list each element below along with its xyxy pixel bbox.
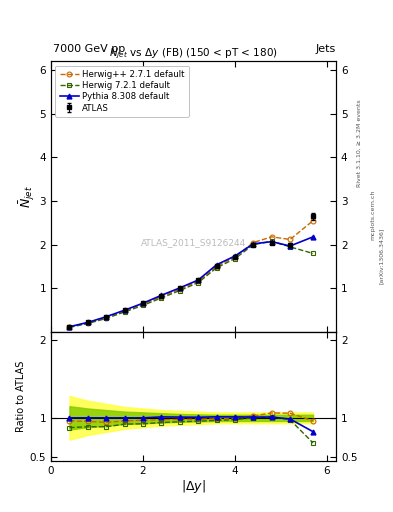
Pythia 8.308 default xyxy=(251,241,256,247)
Text: Rivet 3.1.10, ≥ 3.2M events: Rivet 3.1.10, ≥ 3.2M events xyxy=(356,99,361,187)
Herwig++ 2.7.1 default xyxy=(251,240,256,246)
Herwig++ 2.7.1 default xyxy=(122,308,127,314)
Pythia 8.308 default xyxy=(141,300,145,306)
Title: $N_{jet}$ vs $\Delta y$ (FB) (150 < pT < 180): $N_{jet}$ vs $\Delta y$ (FB) (150 < pT <… xyxy=(109,47,278,61)
Pythia 8.308 default xyxy=(86,319,90,326)
Herwig 7.2.1 default xyxy=(196,280,200,286)
X-axis label: $|\Delta y|$: $|\Delta y|$ xyxy=(181,478,206,496)
Pythia 8.308 default xyxy=(269,239,274,245)
Pythia 8.308 default xyxy=(67,324,72,330)
Herwig 7.2.1 default xyxy=(233,255,237,262)
Pythia 8.308 default xyxy=(214,262,219,268)
Herwig++ 2.7.1 default xyxy=(214,264,219,270)
Herwig 7.2.1 default xyxy=(122,309,127,315)
Herwig++ 2.7.1 default xyxy=(86,319,90,326)
Herwig 7.2.1 default xyxy=(104,315,108,322)
Y-axis label: Ratio to ATLAS: Ratio to ATLAS xyxy=(16,360,26,432)
Herwig 7.2.1 default xyxy=(141,302,145,308)
Pythia 8.308 default xyxy=(159,292,164,298)
Text: 7000 GeV pp: 7000 GeV pp xyxy=(53,44,125,54)
Herwig 7.2.1 default xyxy=(311,250,316,257)
Line: Herwig 7.2.1 default: Herwig 7.2.1 default xyxy=(67,239,316,330)
Herwig 7.2.1 default xyxy=(67,324,72,330)
Herwig 7.2.1 default xyxy=(288,244,292,250)
Line: Pythia 8.308 default: Pythia 8.308 default xyxy=(67,234,316,329)
Y-axis label: $\bar{N}_{jet}$: $\bar{N}_{jet}$ xyxy=(17,185,37,208)
Herwig 7.2.1 default xyxy=(177,287,182,293)
Pythia 8.308 default xyxy=(288,243,292,249)
Herwig 7.2.1 default xyxy=(159,295,164,301)
Herwig++ 2.7.1 default xyxy=(177,286,182,292)
Herwig++ 2.7.1 default xyxy=(104,314,108,321)
Pythia 8.308 default xyxy=(122,307,127,313)
Pythia 8.308 default xyxy=(196,277,200,283)
Text: mcplots.cern.ch: mcplots.cern.ch xyxy=(370,190,375,240)
Herwig++ 2.7.1 default xyxy=(233,254,237,260)
Herwig++ 2.7.1 default xyxy=(67,324,72,330)
Herwig 7.2.1 default xyxy=(269,238,274,244)
Herwig++ 2.7.1 default xyxy=(311,218,316,224)
Text: Jets: Jets xyxy=(316,44,336,54)
Line: Herwig++ 2.7.1 default: Herwig++ 2.7.1 default xyxy=(67,218,316,329)
Herwig++ 2.7.1 default xyxy=(288,237,292,243)
Pythia 8.308 default xyxy=(104,314,108,320)
Text: [arXiv:1306.3436]: [arXiv:1306.3436] xyxy=(379,228,384,284)
Herwig 7.2.1 default xyxy=(251,242,256,248)
Herwig 7.2.1 default xyxy=(86,321,90,327)
Herwig++ 2.7.1 default xyxy=(141,301,145,307)
Pythia 8.308 default xyxy=(233,253,237,259)
Text: ATLAS_2011_S9126244: ATLAS_2011_S9126244 xyxy=(141,238,246,247)
Herwig++ 2.7.1 default xyxy=(196,279,200,285)
Herwig++ 2.7.1 default xyxy=(159,293,164,300)
Legend: Herwig++ 2.7.1 default, Herwig 7.2.1 default, Pythia 8.308 default, ATLAS: Herwig++ 2.7.1 default, Herwig 7.2.1 def… xyxy=(55,66,189,117)
Herwig 7.2.1 default xyxy=(214,265,219,271)
Pythia 8.308 default xyxy=(177,285,182,291)
Pythia 8.308 default xyxy=(311,234,316,240)
Herwig++ 2.7.1 default xyxy=(269,234,274,240)
